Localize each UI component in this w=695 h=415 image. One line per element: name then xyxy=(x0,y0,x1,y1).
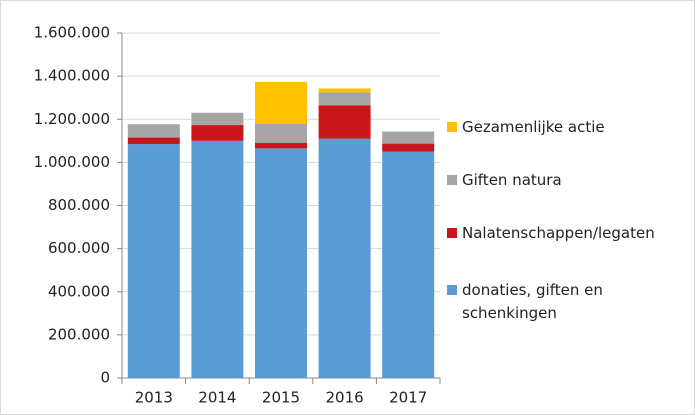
bar-segment xyxy=(318,88,371,93)
y-tick-label: 1.400.000 xyxy=(34,67,110,85)
legend-item: Gezamenlijke actie xyxy=(447,116,687,139)
bar-segment xyxy=(318,138,371,378)
x-tick-label: 2015 xyxy=(262,389,300,407)
bar-segment xyxy=(382,151,435,378)
bar-segment xyxy=(318,105,371,139)
legend-swatch xyxy=(447,285,457,295)
legend-item: donaties, giften en schenkingen xyxy=(447,279,687,325)
legend-label: Nalatenschappen/legaten xyxy=(462,224,655,242)
bar-segment xyxy=(255,81,307,124)
x-tick-label: 2014 xyxy=(198,389,236,407)
y-tick-label: 0 xyxy=(100,369,110,387)
bar-segment xyxy=(255,142,307,149)
legend-label: donaties, giften en schenkingen xyxy=(462,281,603,322)
legend-swatch xyxy=(447,175,457,185)
bar-segment xyxy=(191,140,244,378)
bar-segment xyxy=(127,144,180,378)
y-tick-label: 600.000 xyxy=(48,239,110,257)
legend-swatch xyxy=(447,228,457,238)
x-tick-label: 2016 xyxy=(326,389,364,407)
bar-segment xyxy=(191,125,244,141)
y-tick-label: 1.000.000 xyxy=(34,153,110,171)
x-tick-label: 2017 xyxy=(389,389,427,407)
y-tick-label: 1.600.000 xyxy=(34,24,110,42)
bar-segment xyxy=(127,124,180,138)
bar-segment xyxy=(191,112,244,126)
y-tick-label: 400.000 xyxy=(48,282,110,300)
y-tick-label: 200.000 xyxy=(48,325,110,343)
legend-swatch xyxy=(447,122,457,132)
bar-segment xyxy=(382,131,435,144)
bar-segment xyxy=(255,148,307,378)
legend-item: Nalatenschappen/legaten xyxy=(447,222,687,245)
legend-item: Giften natura xyxy=(447,169,687,192)
legend-label: Giften natura xyxy=(462,171,562,189)
y-tick-label: 800.000 xyxy=(48,196,110,214)
bar-segment xyxy=(318,92,371,106)
x-tick-label: 2013 xyxy=(135,389,173,407)
legend-label: Gezamenlijke actie xyxy=(462,118,605,136)
y-tick-label: 1.200.000 xyxy=(34,110,110,128)
bar-segment xyxy=(255,123,307,143)
bar-segment xyxy=(382,143,435,152)
bar-segment xyxy=(127,137,180,145)
